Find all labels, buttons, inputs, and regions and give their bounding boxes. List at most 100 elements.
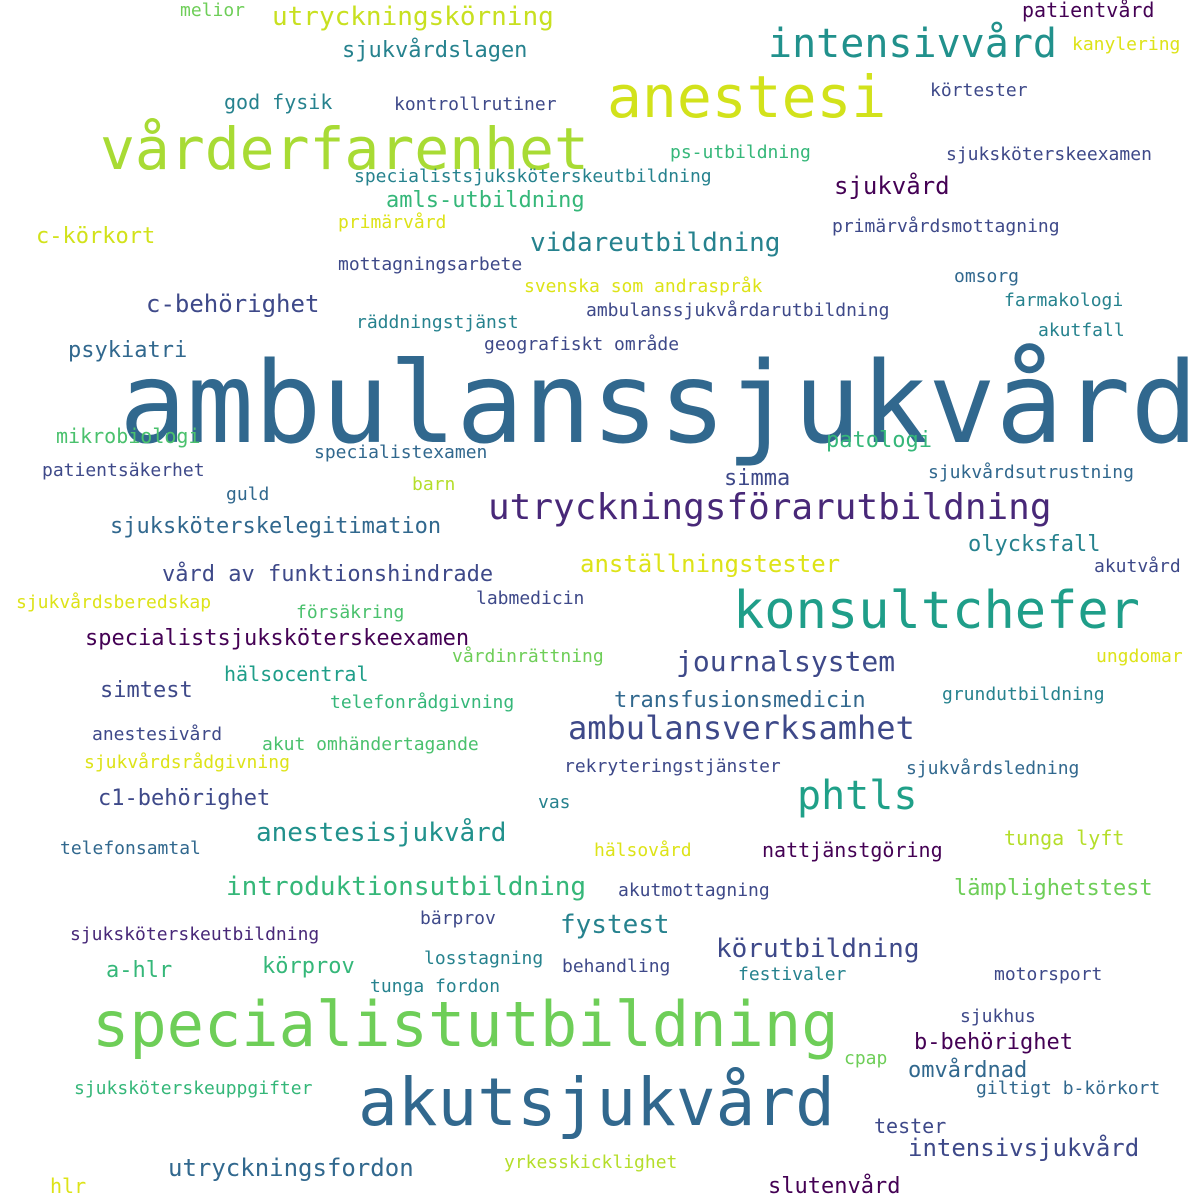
word-tunga-lyft: tunga lyft — [1004, 826, 1125, 850]
word-anstallningstester: anställningstester — [580, 550, 841, 578]
word-lamplighetstest: lämplighetstest — [954, 876, 1153, 901]
word-primarvardsmottagning: primärvårdsmottagning — [832, 216, 1060, 237]
word-vidareutbildning: vidareutbildning — [530, 228, 781, 258]
word-geografiskt-omrade: geografiskt område — [484, 334, 680, 355]
word-specialistsjukskoterskeutbildning: specialistsjuksköterskeutbildning — [354, 166, 712, 187]
word-halsocentral: hälsocentral — [224, 662, 369, 686]
word-sjukhus: sjukhus — [960, 1006, 1036, 1027]
word-barn: barn — [412, 474, 456, 495]
word-ps-utbildning: ps-utbildning — [670, 142, 811, 163]
word-olycksfall: olycksfall — [968, 532, 1101, 557]
word-sjukvardsledning: sjukvårdsledning — [906, 758, 1080, 779]
word-sjukvard: sjukvård — [834, 172, 950, 200]
word-specialistexamen: specialistexamen — [314, 442, 488, 463]
word-akutmottagning: akutmottagning — [618, 880, 770, 901]
word-fystest: fystest — [560, 910, 670, 940]
word-mikrobiologi: mikrobiologi — [56, 424, 201, 448]
word-motorsport: motorsport — [994, 964, 1103, 985]
word-a-hlr: a-hlr — [106, 958, 173, 983]
word-vas: vas — [538, 792, 571, 813]
word-guld: guld — [226, 484, 270, 505]
word-labmedicin: labmedicin — [476, 588, 585, 609]
word-sjukvardsberedskap: sjukvårdsberedskap — [16, 592, 212, 613]
word-tunga-fordon: tunga fordon — [370, 976, 501, 997]
word-varderfarenhet: vårderfarenhet — [100, 115, 589, 183]
word-simtest: simtest — [100, 678, 193, 703]
word-melior: melior — [180, 0, 246, 21]
word-korutbildning: körutbildning — [716, 934, 920, 964]
word-utryckningsfordon: utryckningsfordon — [168, 1154, 414, 1182]
word-telefonsamtal: telefonsamtal — [60, 838, 201, 859]
word-losstagning: losstagning — [424, 948, 544, 969]
word-anestesi: anestesi — [607, 63, 887, 131]
word-patientvard: patientvård — [1022, 0, 1155, 22]
word-grundutbildning: grundutbildning — [942, 684, 1105, 705]
word-slutenvard: slutenvård — [768, 1174, 901, 1199]
word-amls-utbildning: amls-utbildning — [386, 188, 585, 213]
word-vardinrattning: vårdinrättning — [452, 646, 604, 667]
word-b-behorighet: b-behörighet — [914, 1030, 1073, 1055]
word-introduktionsutbildning: introduktionsutbildning — [226, 872, 587, 902]
word-korprov: körprov — [262, 954, 355, 979]
word-utryckningsforarutbildning: utryckningsförarutbildning — [488, 487, 1052, 528]
word-cpap: cpap — [844, 1048, 888, 1069]
word-sjukskoterskeuppgifter: sjuksköterskeuppgifter — [74, 1078, 313, 1099]
word-phtls: phtls — [797, 773, 918, 819]
word-hlr: hlr — [50, 1174, 87, 1198]
word-specialistutbildning: specialistutbildning — [92, 988, 839, 1061]
word-psykiatri: psykiatri — [68, 338, 188, 363]
word-specialistsjukskoterskeexamen: specialistsjuksköterskeexamen — [85, 626, 470, 651]
word-kanylering: kanylering — [1072, 34, 1181, 55]
word-journalsystem: journalsystem — [676, 645, 896, 678]
word-giltigt-b-korkort: giltigt b-körkort — [976, 1078, 1161, 1099]
word-sjukskoterskeexamen: sjuksköterskeexamen — [946, 144, 1152, 165]
word-c1-behorighet: c1-behörighet — [98, 786, 271, 811]
word-c-behorighet: c-behörighet — [146, 290, 320, 318]
word-tester: tester — [874, 1114, 947, 1138]
word-vard-av-funktionshindrade: vård av funktionshindrade — [162, 562, 494, 587]
word-barprov: bärprov — [420, 908, 496, 929]
word-intensivsjukvard: intensivsjukvård — [908, 1134, 1140, 1162]
word-primarvard: primärvård — [338, 212, 447, 233]
word-ungdomar: ungdomar — [1096, 646, 1183, 667]
word-kontrollrutiner: kontrollrutiner — [394, 94, 557, 115]
word-akutvard: akutvård — [1094, 556, 1181, 577]
word-sjukvardsradgivning: sjukvårdsrådgivning — [84, 752, 290, 773]
word-behandling: behandling — [562, 956, 671, 977]
word-omvardnad: omvårdnad — [908, 1058, 1028, 1083]
word-simma: simma — [724, 466, 791, 491]
word-farmakologi: farmakologi — [1004, 290, 1124, 311]
word-omsorg: omsorg — [954, 266, 1020, 287]
word-raddningstjanst: räddningstjänst — [356, 312, 519, 333]
word-god-fysik: god fysik — [224, 90, 333, 114]
word-sjukvardslagen: sjukvårdslagen — [342, 38, 528, 63]
word-sjukskoterskelegitimation: sjuksköterskelegitimation — [110, 514, 442, 539]
word-sjukskoterskeutbildning: sjuksköterskeutbildning — [70, 924, 320, 945]
word-forsakring: försäkring — [296, 602, 405, 623]
word-festivaler: festivaler — [738, 964, 847, 985]
word-rekryteringstjanster: rekryteringstjänster — [564, 756, 781, 777]
word-ambulansverksamhet: ambulansverksamhet — [568, 709, 915, 747]
word-patologi: patologi — [826, 428, 932, 453]
word-ambulanssjukvard: ambulanssjukvård — [119, 339, 1198, 469]
word-ambulanssjukvardarutbildning: ambulanssjukvårdarutbildning — [586, 300, 890, 321]
word-patientsakerhet: patientsäkerhet — [42, 460, 205, 481]
word-intensivvard: intensivvård — [768, 21, 1057, 67]
word-akutfall: akutfall — [1038, 320, 1125, 341]
word-c-korkort: c-körkort — [36, 224, 156, 249]
word-anestesivard: anestesivård — [92, 724, 223, 745]
word-utryckningskorning: utryckningskörning — [272, 2, 554, 32]
word-anestesisjukvard: anestesisjukvård — [256, 818, 507, 848]
word-konsultchefer: konsultchefer — [733, 581, 1140, 641]
word-yrkesskicklighet: yrkesskicklighet — [504, 1152, 678, 1173]
word-akutsjukvard: akutsjukvård — [358, 1064, 835, 1141]
word-svenska-som-andrasprak: svenska som andraspråk — [524, 276, 763, 297]
word-akut-omhandertagande: akut omhändertagande — [262, 734, 479, 755]
word-mottagningsarbete: mottagningsarbete — [338, 254, 523, 275]
word-nattjanstgoring: nattjänstgöring — [762, 838, 943, 862]
word-telefonradgivning: telefonrådgivning — [330, 692, 515, 713]
word-halsovard: hälsovård — [594, 840, 692, 861]
word-transfusionsmedicin: transfusionsmedicin — [614, 688, 866, 713]
word-kortester: körtester — [930, 80, 1028, 101]
